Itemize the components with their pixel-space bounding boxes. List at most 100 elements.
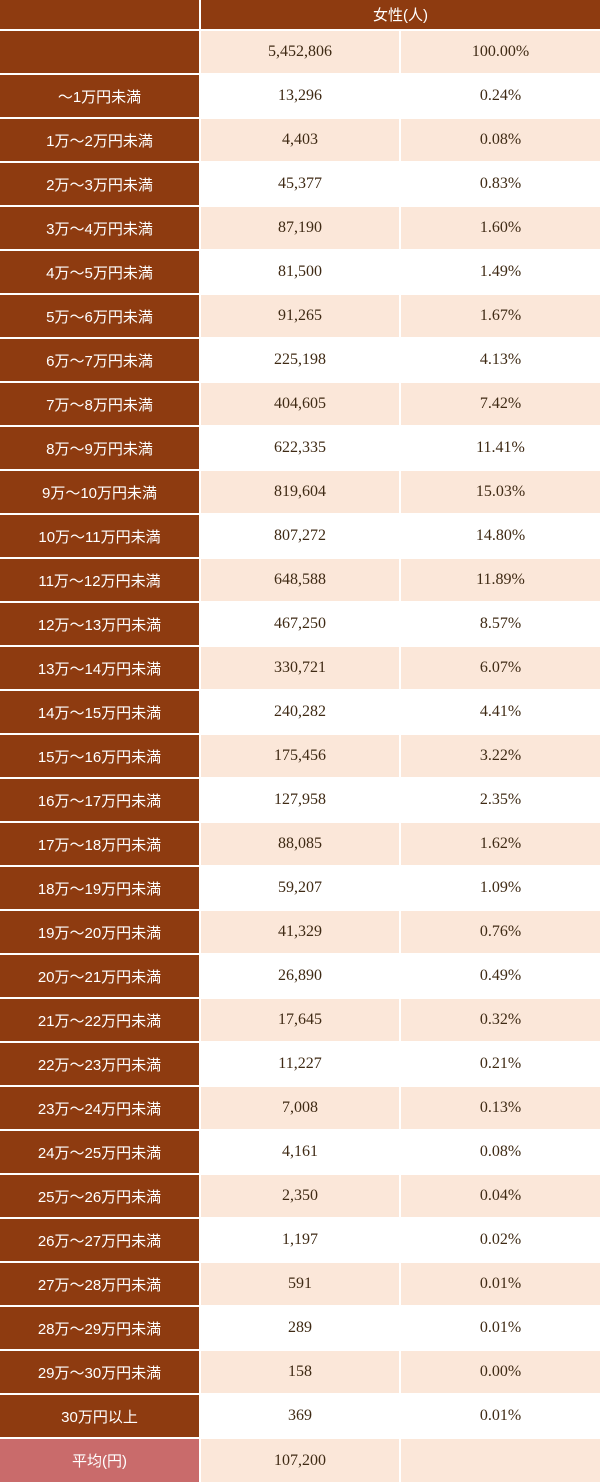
percent-cell: 4.13% xyxy=(399,337,600,383)
percent-cell: 0.24% xyxy=(399,73,600,119)
row-label: 18万～19万円未満 xyxy=(0,865,201,911)
row-label: 20万～21万円未満 xyxy=(0,953,201,999)
percent-cell: 0.00% xyxy=(399,1349,600,1395)
percent-cell: 1.49% xyxy=(399,249,600,295)
count-cell: 1,197 xyxy=(199,1217,401,1263)
row-label: 15万～16万円未満 xyxy=(0,733,201,779)
count-cell: 26,890 xyxy=(199,953,401,999)
table-row: 1万～2万円未満 4,403 0.08% xyxy=(0,117,600,163)
corner-cell xyxy=(0,0,201,31)
count-cell: 4,161 xyxy=(199,1129,401,1175)
percent-cell: 0.04% xyxy=(399,1173,600,1219)
count-cell: 7,008 xyxy=(199,1085,401,1131)
count-cell: 819,604 xyxy=(199,469,401,515)
table-body: 5,452,806 100.00% ～1万円未満 13,296 0.24% 1万～2万… xyxy=(0,29,600,1482)
count-cell: 81,500 xyxy=(199,249,401,295)
table-row: 9万～10万円未満 819,604 15.03% xyxy=(0,469,600,515)
count-cell: 158 xyxy=(199,1349,401,1395)
average-row: 平均(円) 107,200 xyxy=(0,1437,600,1482)
average-percent xyxy=(399,1437,600,1482)
table-row: 8万～9万円未満 622,335 11.41% xyxy=(0,425,600,471)
count-cell: 13,296 xyxy=(199,73,401,119)
row-label: 22万～23万円未満 xyxy=(0,1041,201,1087)
column-header-female: 女性(人) xyxy=(199,0,600,31)
row-label: 11万～12万円未満 xyxy=(0,557,201,603)
row-label: 26万～27万円未満 xyxy=(0,1217,201,1263)
header-row: 女性(人) xyxy=(0,0,600,31)
count-cell: 404,605 xyxy=(199,381,401,427)
count-cell: 127,958 xyxy=(199,777,401,823)
table-row: 26万～27万円未満 1,197 0.02% xyxy=(0,1217,600,1263)
total-row: 5,452,806 100.00% xyxy=(0,29,600,75)
percent-cell: 14.80% xyxy=(399,513,600,559)
table-row: 23万～24万円未満 7,008 0.13% xyxy=(0,1085,600,1131)
table-row: 7万～8万円未満 404,605 7.42% xyxy=(0,381,600,427)
percent-cell: 0.21% xyxy=(399,1041,600,1087)
count-cell: 45,377 xyxy=(199,161,401,207)
table-row: 16万～17万円未満 127,958 2.35% xyxy=(0,777,600,823)
total-label xyxy=(0,29,201,75)
table-row: 14万～15万円未満 240,282 4.41% xyxy=(0,689,600,735)
count-cell: 648,588 xyxy=(199,557,401,603)
table-row: 19万～20万円未満 41,329 0.76% xyxy=(0,909,600,955)
table-row: 2万～3万円未満 45,377 0.83% xyxy=(0,161,600,207)
table-row: 25万～26万円未満 2,350 0.04% xyxy=(0,1173,600,1219)
average-value: 107,200 xyxy=(199,1437,401,1482)
table-row: 29万～30万円未満 158 0.00% xyxy=(0,1349,600,1395)
row-label: 7万～8万円未満 xyxy=(0,381,201,427)
count-cell: 369 xyxy=(199,1393,401,1439)
row-label: 14万～15万円未満 xyxy=(0,689,201,735)
row-label: 2万～3万円未満 xyxy=(0,161,201,207)
percent-cell: 1.09% xyxy=(399,865,600,911)
table-row: 30万円以上 369 0.01% xyxy=(0,1393,600,1439)
row-label: 6万～7万円未満 xyxy=(0,337,201,383)
row-label: 19万～20万円未満 xyxy=(0,909,201,955)
percent-cell: 4.41% xyxy=(399,689,600,735)
count-cell: 4,403 xyxy=(199,117,401,163)
row-label: 3万～4万円未満 xyxy=(0,205,201,251)
percent-cell: 8.57% xyxy=(399,601,600,647)
total-percent: 100.00% xyxy=(399,29,600,75)
count-cell: 17,645 xyxy=(199,997,401,1043)
row-label: 30万円以上 xyxy=(0,1393,201,1439)
percent-cell: 0.01% xyxy=(399,1305,600,1351)
percent-cell: 0.01% xyxy=(399,1393,600,1439)
table-row: 22万～23万円未満 11,227 0.21% xyxy=(0,1041,600,1087)
row-label: 16万～17万円未満 xyxy=(0,777,201,823)
total-count: 5,452,806 xyxy=(199,29,401,75)
average-label: 平均(円) xyxy=(0,1437,201,1482)
row-label: 13万～14万円未満 xyxy=(0,645,201,691)
count-cell: 240,282 xyxy=(199,689,401,735)
percent-cell: 2.35% xyxy=(399,777,600,823)
percent-cell: 11.41% xyxy=(399,425,600,471)
row-label: 12万～13万円未満 xyxy=(0,601,201,647)
count-cell: 59,207 xyxy=(199,865,401,911)
table-row: 12万～13万円未満 467,250 8.57% xyxy=(0,601,600,647)
percent-cell: 0.32% xyxy=(399,997,600,1043)
table-row: 15万～16万円未満 175,456 3.22% xyxy=(0,733,600,779)
table-row: 21万～22万円未満 17,645 0.32% xyxy=(0,997,600,1043)
percent-cell: 0.13% xyxy=(399,1085,600,1131)
percent-cell: 3.22% xyxy=(399,733,600,779)
row-label: 21万～22万円未満 xyxy=(0,997,201,1043)
table-row: ～1万円未満 13,296 0.24% xyxy=(0,73,600,119)
percent-cell: 6.07% xyxy=(399,645,600,691)
row-label: 17万～18万円未満 xyxy=(0,821,201,867)
row-label: 27万～28万円未満 xyxy=(0,1261,201,1307)
table-row: 11万～12万円未満 648,588 11.89% xyxy=(0,557,600,603)
count-cell: 87,190 xyxy=(199,205,401,251)
count-cell: 11,227 xyxy=(199,1041,401,1087)
row-label: ～1万円未満 xyxy=(0,73,201,119)
percent-cell: 0.76% xyxy=(399,909,600,955)
count-cell: 330,721 xyxy=(199,645,401,691)
percent-cell: 0.49% xyxy=(399,953,600,999)
count-cell: 41,329 xyxy=(199,909,401,955)
percent-cell: 1.62% xyxy=(399,821,600,867)
row-label: 10万～11万円未満 xyxy=(0,513,201,559)
row-label: 8万～9万円未満 xyxy=(0,425,201,471)
row-label: 25万～26万円未満 xyxy=(0,1173,201,1219)
percent-cell: 1.60% xyxy=(399,205,600,251)
table-row: 6万～7万円未満 225,198 4.13% xyxy=(0,337,600,383)
table-row: 10万～11万円未満 807,272 14.80% xyxy=(0,513,600,559)
